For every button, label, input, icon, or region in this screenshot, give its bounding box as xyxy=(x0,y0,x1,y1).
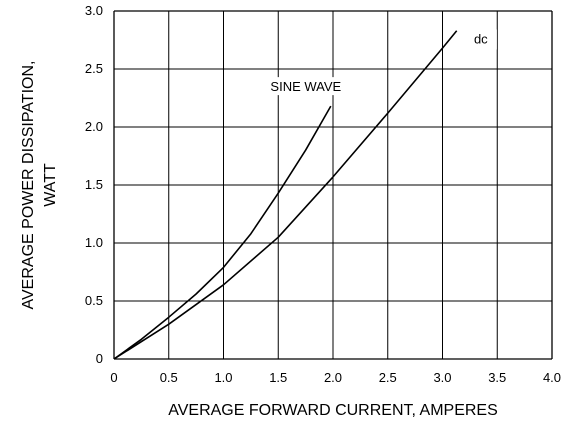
y-tick-label: 2.5 xyxy=(85,61,103,76)
x-tick-label: 2.5 xyxy=(379,370,397,385)
y-tick-label: 2.0 xyxy=(85,119,103,134)
y-tick-label: 0 xyxy=(96,351,103,366)
y-tick-labels: 0 0.5 1.0 1.5 2.0 2.5 3.0 xyxy=(85,3,103,366)
y-axis-label-line2: WATT xyxy=(42,163,59,207)
sine-wave-label: SINE WAVE xyxy=(270,79,341,94)
dc-label: dc xyxy=(474,31,488,46)
y-tick-label: 1.0 xyxy=(85,235,103,250)
y-tick-label: 0.5 xyxy=(85,293,103,308)
label-mask xyxy=(466,29,497,50)
chart-grid xyxy=(113,10,553,360)
series-labels: SINE WAVE dc xyxy=(255,29,497,96)
x-tick-label: 4.0 xyxy=(543,370,561,385)
x-tick-label: 0.5 xyxy=(160,370,178,385)
y-tick-label: 1.5 xyxy=(85,177,103,192)
y-axis-label: AVERAGE POWER DISSIPATION, WATT xyxy=(20,61,59,310)
x-tick-label: 3.0 xyxy=(433,370,451,385)
x-tick-labels: 0 0.5 1.0 1.5 2.0 2.5 3.0 3.5 4.0 xyxy=(110,370,561,385)
x-axis-label: AVERAGE FORWARD CURRENT, AMPERES xyxy=(168,402,498,419)
series-line-dc xyxy=(113,30,458,360)
x-tick-label: 1.5 xyxy=(269,370,287,385)
series-line-sine-wave xyxy=(113,105,332,360)
x-tick-label: 0 xyxy=(110,370,117,385)
y-tick-label: 3.0 xyxy=(85,3,103,18)
chart-series xyxy=(113,30,458,360)
x-tick-label: 2.0 xyxy=(324,370,342,385)
label-mask xyxy=(255,77,356,96)
x-tick-label: 3.5 xyxy=(488,370,506,385)
y-axis-label-line1: AVERAGE POWER DISSIPATION, xyxy=(20,61,37,310)
x-tick-label: 1.0 xyxy=(214,370,232,385)
